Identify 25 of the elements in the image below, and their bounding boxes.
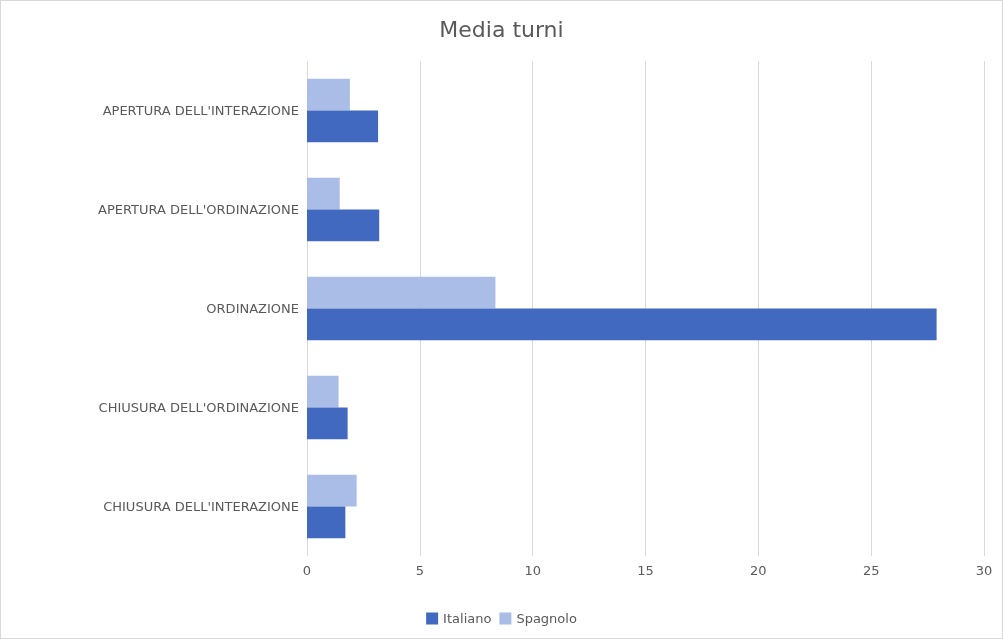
y-tick-label: CHIUSURA DELL'INTERAZIONE	[103, 499, 299, 514]
x-tick-label: 15	[637, 563, 654, 578]
bar	[307, 474, 357, 507]
bar	[307, 209, 380, 242]
bar	[307, 276, 496, 309]
x-tick-label: 10	[524, 563, 541, 578]
chart-title: Media turni	[439, 16, 564, 42]
bar	[307, 177, 340, 210]
y-tick-label: APERTURA DELL'INTERAZIONE	[102, 103, 299, 118]
bar	[307, 506, 346, 539]
x-tick-label: 0	[302, 563, 312, 578]
bar	[307, 308, 937, 341]
y-tick-label: ORDINAZIONE	[206, 301, 299, 316]
legend-label: Spagnolo	[516, 611, 577, 626]
legend-label: Italiano	[443, 611, 492, 626]
x-tick-label: 30	[975, 563, 993, 578]
bar	[307, 375, 339, 408]
bar	[307, 110, 379, 143]
x-tick-label: 20	[750, 563, 767, 578]
x-tick-label: 25	[862, 563, 880, 578]
x-tick-label: 5	[415, 563, 424, 578]
y-tick-label: APERTURA DELL'ORDINAZIONE	[98, 202, 299, 217]
y-tick-label: CHIUSURA DELL'ORDINAZIONE	[98, 400, 299, 415]
bar	[307, 78, 350, 111]
bar	[307, 407, 348, 440]
